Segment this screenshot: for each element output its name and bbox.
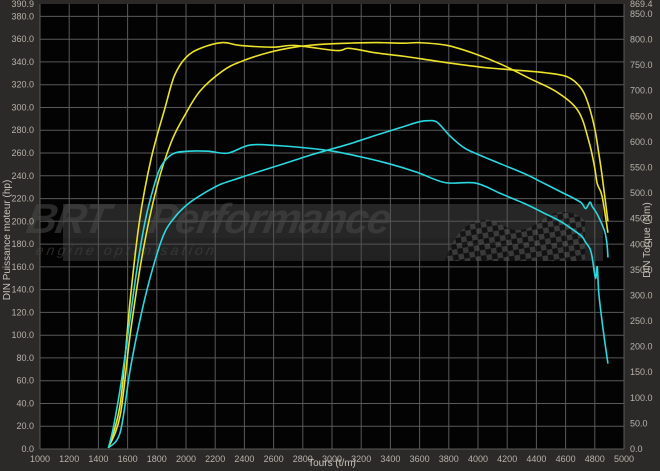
svg-text:2600: 2600 — [264, 454, 284, 464]
svg-text:600.0: 600.0 — [630, 137, 653, 147]
svg-text:650.0: 650.0 — [630, 111, 653, 121]
svg-text:1200: 1200 — [59, 454, 79, 464]
svg-text:4400: 4400 — [526, 454, 546, 464]
svg-text:4600: 4600 — [556, 454, 576, 464]
svg-text:300.0: 300.0 — [630, 290, 653, 300]
svg-text:3600: 3600 — [410, 454, 430, 464]
svg-text:200.0: 200.0 — [11, 216, 34, 226]
svg-text:1800: 1800 — [147, 454, 167, 464]
svg-text:Tours (t/m): Tours (t/m) — [308, 458, 356, 469]
svg-text:engine optimisation: engine optimisation — [35, 242, 219, 258]
svg-text:1600: 1600 — [118, 454, 138, 464]
svg-text:4800: 4800 — [585, 454, 605, 464]
svg-text:DIN Puissance moteur (hp): DIN Puissance moteur (hp) — [2, 180, 13, 301]
svg-text:180.0: 180.0 — [11, 239, 34, 249]
svg-text:1000: 1000 — [30, 454, 50, 464]
svg-text:360.0: 360.0 — [11, 34, 34, 44]
svg-text:340.0: 340.0 — [11, 57, 34, 67]
svg-text:750.0: 750.0 — [630, 60, 653, 70]
svg-text:5000: 5000 — [614, 454, 634, 464]
svg-text:280.0: 280.0 — [11, 125, 34, 135]
svg-text:150.0: 150.0 — [630, 367, 653, 377]
svg-text:50.0: 50.0 — [630, 418, 648, 428]
svg-text:140.0: 140.0 — [11, 285, 34, 295]
svg-text:0.0: 0.0 — [630, 444, 643, 454]
svg-text:2200: 2200 — [205, 454, 225, 464]
svg-text:Performance: Performance — [145, 195, 394, 242]
svg-text:300.0: 300.0 — [11, 103, 34, 113]
svg-text:3400: 3400 — [380, 454, 400, 464]
svg-text:250.0: 250.0 — [630, 316, 653, 326]
svg-text:120.0: 120.0 — [11, 307, 34, 317]
svg-text:DIN Torque (Nm): DIN Torque (Nm) — [642, 202, 653, 277]
svg-text:800.0: 800.0 — [630, 35, 653, 45]
svg-text:20.0: 20.0 — [16, 421, 34, 431]
svg-text:320.0: 320.0 — [11, 80, 34, 90]
svg-text:BRT: BRT — [23, 195, 117, 242]
svg-text:850.0: 850.0 — [630, 9, 653, 19]
svg-text:390.9: 390.9 — [11, 0, 34, 9]
svg-text:100.0: 100.0 — [11, 330, 34, 340]
svg-text:240.0: 240.0 — [11, 171, 34, 181]
svg-text:200.0: 200.0 — [630, 342, 653, 352]
svg-text:1400: 1400 — [88, 454, 108, 464]
svg-text:4000: 4000 — [468, 454, 488, 464]
svg-text:550.0: 550.0 — [630, 163, 653, 173]
svg-text:4200: 4200 — [497, 454, 517, 464]
svg-text:3800: 3800 — [439, 454, 459, 464]
svg-text:380.0: 380.0 — [11, 11, 34, 21]
svg-text:500.0: 500.0 — [630, 188, 653, 198]
svg-text:40.0: 40.0 — [16, 399, 34, 409]
svg-text:220.0: 220.0 — [11, 194, 34, 204]
svg-text:869.4: 869.4 — [630, 0, 653, 9]
svg-text:2000: 2000 — [176, 454, 196, 464]
svg-text:2400: 2400 — [234, 454, 254, 464]
svg-text:60.0: 60.0 — [16, 376, 34, 386]
svg-text:160.0: 160.0 — [11, 262, 34, 272]
svg-text:80.0: 80.0 — [16, 353, 34, 363]
svg-text:700.0: 700.0 — [630, 86, 653, 96]
svg-text:260.0: 260.0 — [11, 148, 34, 158]
svg-text:100.0: 100.0 — [630, 393, 653, 403]
svg-text:0.0: 0.0 — [21, 444, 34, 454]
